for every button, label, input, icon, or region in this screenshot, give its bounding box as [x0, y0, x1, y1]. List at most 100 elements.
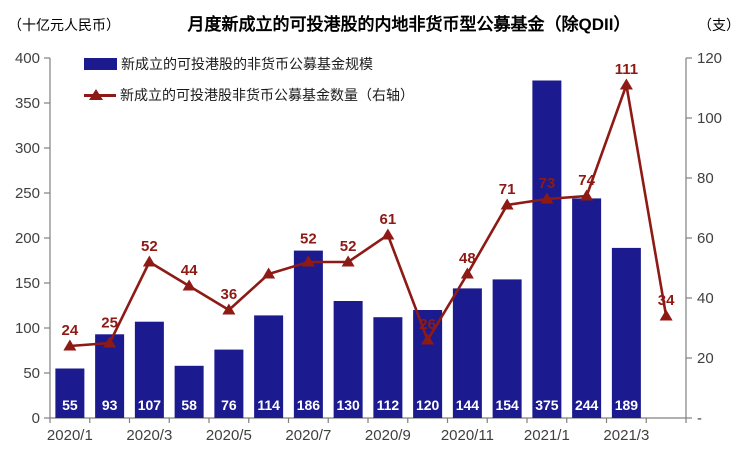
triangle-marker-icon — [262, 267, 276, 279]
bar-value-label: 244 — [575, 397, 599, 413]
y-left-tick-label: 200 — [15, 230, 40, 247]
x-tick-label: 2020/3 — [126, 427, 172, 444]
line-value-label: 34 — [658, 292, 675, 309]
bar-value-label: 130 — [336, 397, 360, 413]
y-left-tick-label: 100 — [15, 320, 40, 337]
line-value-label: 26 — [419, 316, 436, 333]
y-left-tick-label: 150 — [15, 275, 40, 292]
triangle-marker-icon — [580, 189, 594, 201]
y-right-tick-label: 120 — [697, 50, 722, 67]
legend: 新成立的可投港股的非货币公募基金规模 新成立的可投港股非货币公募基金数量（右轴） — [84, 54, 414, 105]
bar — [95, 334, 125, 418]
x-tick-label: 2020/11 — [441, 427, 494, 444]
y-right-tick-label: 100 — [697, 110, 722, 127]
legend-item-bar-series: 新成立的可投港股的非货币公募基金规模 — [84, 54, 414, 74]
bars — [55, 80, 641, 418]
line-value-label: 111 — [615, 61, 638, 78]
x-axis: 2020/1 2020/3 2020/5 2020/7 2020/9 2020/11 202… — [47, 418, 687, 444]
bar — [333, 301, 363, 418]
triangle-marker-icon — [540, 192, 554, 204]
left-axis-unit-label: （十亿元人民币） — [8, 17, 120, 33]
bar — [572, 198, 602, 418]
x-tick-label: 2020/1 — [47, 427, 93, 444]
bar-value-label: 120 — [416, 397, 440, 413]
x-tick-label: 2021/3 — [603, 427, 649, 444]
y-axis-left: 0 50 100 150 200 250 300 350 400 — [15, 50, 50, 427]
y-right-tick-label: 60 — [697, 230, 714, 247]
y-axis-right: - 20 40 60 80 100 120 — [686, 50, 722, 427]
bar — [134, 321, 164, 418]
bar-labels: 55 93 107 58 76 114 186 130 112 120 144 154 375 244 18… — [62, 397, 638, 413]
line-point-labels: 24 25 52 44 36 52 52 61 26 48 71 73 74 111 34 — [62, 61, 676, 339]
triangle-marker-icon — [659, 309, 673, 321]
chart-header: （十亿元人民币） 月度新成立的可投港股的内地非货币型公募基金（除QDII） （支… — [0, 10, 748, 35]
line-value-label: 44 — [181, 262, 198, 279]
line-path — [69, 79, 668, 348]
bar-value-label: 107 — [138, 397, 162, 413]
bar-value-label: 154 — [495, 397, 519, 413]
line-value-label: 52 — [141, 238, 158, 255]
line-value-label: 61 — [380, 211, 397, 228]
line-value-label: 52 — [340, 238, 357, 255]
x-tick-label: 2020/7 — [285, 427, 331, 444]
y-right-tick-label: 80 — [697, 170, 714, 187]
bar — [174, 365, 204, 418]
bar — [254, 315, 284, 418]
line-value-label: 74 — [578, 172, 595, 189]
line-series — [63, 78, 673, 351]
bar-value-label: 112 — [377, 397, 400, 413]
bar — [293, 250, 323, 418]
x-tick-label: 2020/5 — [206, 427, 252, 444]
triangle-marker-icon — [500, 198, 514, 210]
legend-item-label: 新成立的可投港股非货币公募基金数量（右轴） — [120, 87, 414, 103]
y-left-tick-label: 400 — [15, 50, 40, 67]
y-left-tick-label: 350 — [15, 95, 40, 112]
bar — [413, 310, 443, 418]
triangle-marker-icon — [222, 303, 236, 315]
triangle-marker-icon — [103, 336, 117, 348]
chart-title: 月度新成立的可投港股的内地非货币型公募基金（除QDII） — [187, 15, 631, 34]
line-value-label: 52 — [300, 231, 317, 248]
bar — [611, 247, 641, 418]
triangle-marker-icon — [63, 339, 77, 351]
y-left-tick-label: 250 — [15, 185, 40, 202]
legend-item-line-series: 新成立的可投港股非货币公募基金数量（右轴） — [84, 85, 414, 105]
bar-series-swatch-icon — [84, 58, 117, 70]
x-tick-label: 2020/9 — [365, 427, 411, 444]
bar-value-label: 114 — [257, 397, 280, 413]
line-value-label: 25 — [101, 314, 118, 331]
bar-value-label: 76 — [221, 397, 237, 413]
bar-value-label: 186 — [297, 397, 321, 413]
bar — [452, 288, 482, 418]
bar-value-label: 189 — [615, 397, 639, 413]
y-left-tick-label: 50 — [23, 365, 40, 382]
line-value-label: 48 — [459, 250, 476, 267]
bar-value-label: 144 — [456, 397, 480, 413]
triangle-marker-icon — [619, 78, 633, 90]
bar-value-label: 375 — [535, 397, 559, 413]
x-tick-label: 2021/1 — [524, 427, 570, 444]
bar — [532, 80, 562, 418]
bar-value-label: 58 — [181, 397, 197, 413]
line-value-label: 71 — [499, 181, 516, 198]
triangle-marker-icon — [142, 255, 156, 267]
line-value-label: 73 — [539, 175, 556, 192]
triangle-marker-icon — [301, 255, 315, 267]
bar-value-label: 93 — [102, 397, 118, 413]
bar — [214, 349, 244, 418]
triangle-marker-icon — [421, 333, 435, 345]
y-right-tick-label: - — [697, 410, 702, 427]
right-axis-unit-label: （支） — [698, 17, 740, 33]
legend-item-label: 新成立的可投港股的非货币公募基金规模 — [121, 56, 373, 72]
bar-value-label: 55 — [62, 397, 78, 413]
y-left-tick-label: 300 — [15, 140, 40, 157]
line-value-label: 36 — [221, 286, 238, 303]
triangle-marker-icon — [381, 228, 395, 240]
line-series-swatch-icon — [84, 89, 116, 101]
line-value-label: 24 — [62, 322, 79, 339]
bar — [55, 368, 85, 418]
bar — [373, 317, 403, 418]
